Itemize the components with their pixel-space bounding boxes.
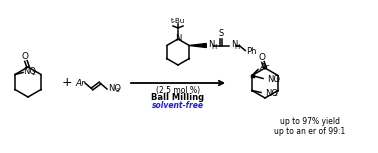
- Text: N: N: [175, 34, 181, 43]
- Text: 2: 2: [31, 71, 36, 76]
- Text: O: O: [22, 52, 28, 61]
- Text: NO: NO: [108, 84, 121, 93]
- Text: (2.5 mol %): (2.5 mol %): [156, 86, 200, 95]
- Text: O: O: [259, 53, 265, 62]
- Text: +: +: [62, 76, 72, 90]
- Polygon shape: [189, 43, 206, 47]
- Text: H: H: [235, 44, 240, 50]
- Text: 2: 2: [275, 78, 279, 83]
- Text: up to an er of 99:1: up to an er of 99:1: [274, 127, 345, 136]
- Text: Ph: Ph: [246, 47, 256, 56]
- Text: Ball Milling: Ball Milling: [152, 93, 204, 103]
- Text: Ar: Ar: [260, 62, 270, 71]
- Text: Ar: Ar: [75, 78, 85, 88]
- Text: NO: NO: [23, 67, 37, 76]
- Text: N: N: [231, 40, 237, 49]
- Text: t-Bu: t-Bu: [171, 18, 185, 24]
- Text: 2: 2: [116, 88, 120, 93]
- Text: NO: NO: [265, 88, 278, 97]
- Text: up to 97% yield: up to 97% yield: [280, 118, 340, 127]
- Text: H: H: [212, 44, 217, 50]
- Text: 2: 2: [273, 92, 277, 97]
- Text: NO: NO: [267, 75, 280, 84]
- Text: S: S: [218, 30, 224, 39]
- Text: solvent-free: solvent-free: [152, 101, 204, 110]
- Text: N: N: [208, 40, 214, 49]
